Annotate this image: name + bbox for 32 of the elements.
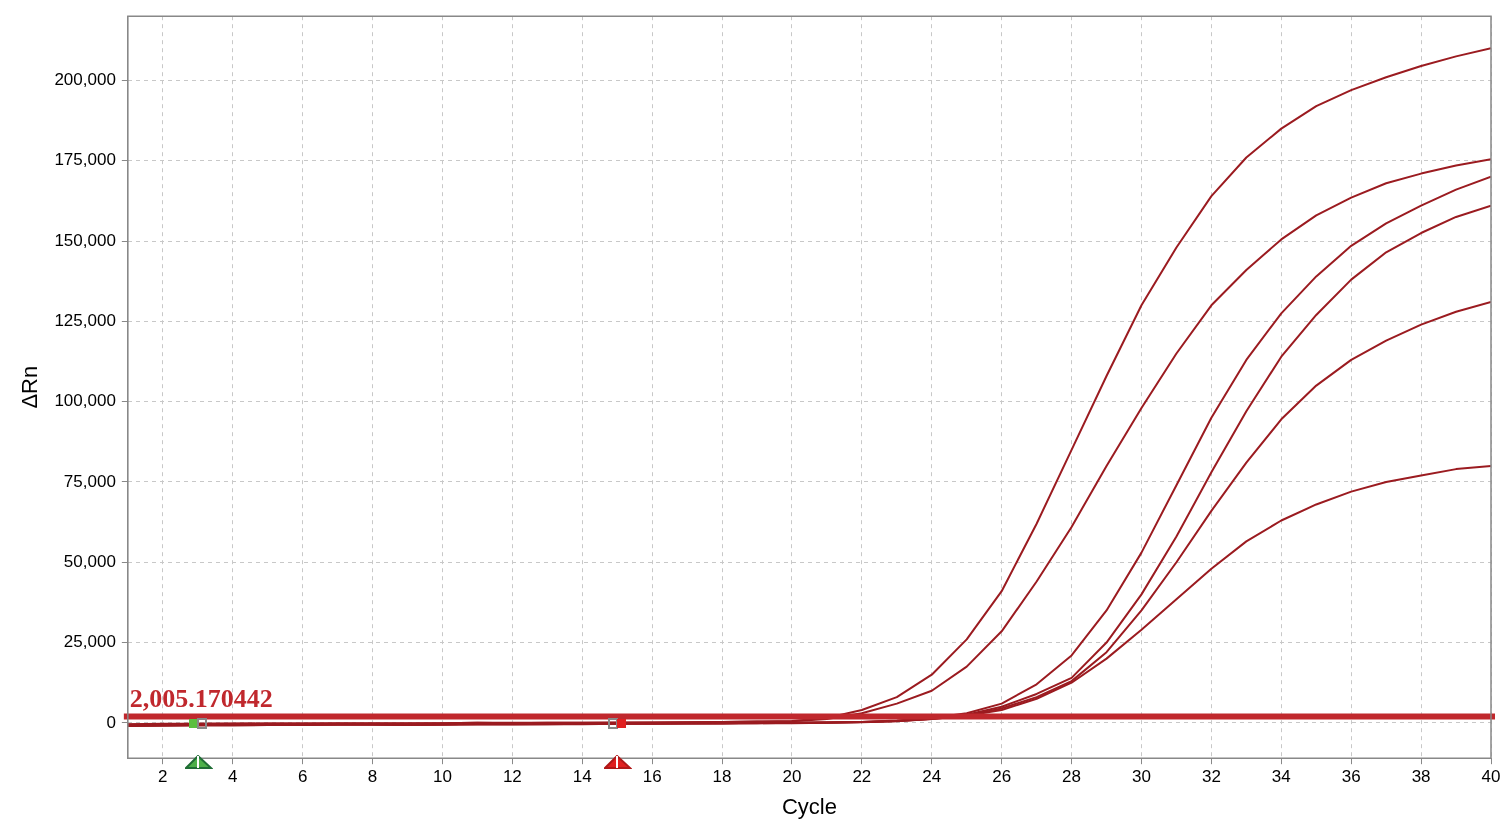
y-tick-label: 175,000 [54, 150, 116, 170]
x-tick-label: 2 [158, 767, 168, 787]
x-tick-label: 32 [1201, 767, 1221, 787]
y-tick-label: 25,000 [63, 632, 116, 652]
x-tick-label: 38 [1411, 767, 1431, 787]
x-tick-label: 20 [782, 767, 802, 787]
x-tick-label: 34 [1271, 767, 1291, 787]
x-tick-label: 18 [712, 767, 732, 787]
y-tick-label: 200,000 [54, 70, 116, 90]
x-tick-label: 8 [367, 767, 378, 787]
x-tick-label: 12 [502, 767, 522, 787]
x-tick-label: 24 [922, 767, 942, 787]
x-tick-label: 28 [1062, 767, 1082, 787]
y-axis-title: ΔRn [17, 365, 43, 409]
x-tick-label: 30 [1132, 767, 1151, 787]
x-axis-title: Cycle [781, 793, 837, 819]
y-tick-label: 50,000 [63, 551, 116, 571]
x-tick-label: 6 [297, 767, 308, 787]
y-tick-label: 125,000 [54, 311, 116, 331]
x-tick-label: 4 [227, 767, 238, 787]
y-tick-label: 150,000 [54, 230, 116, 250]
y-tick-label: 0 [106, 712, 116, 732]
y-tick-label: 75,000 [63, 471, 116, 491]
ref-line-label: 2,005.170442 [129, 684, 273, 714]
x-tick-label: 26 [992, 767, 1012, 787]
x-tick-label: 40 [1481, 767, 1501, 787]
y-tick-label: 100,000 [54, 391, 116, 411]
x-tick-label: 22 [852, 767, 872, 787]
x-tick-label: 16 [642, 767, 662, 787]
x-tick-label: 36 [1341, 767, 1361, 787]
x-tick-label: 14 [572, 767, 592, 787]
x-tick-label: 10 [432, 767, 452, 787]
